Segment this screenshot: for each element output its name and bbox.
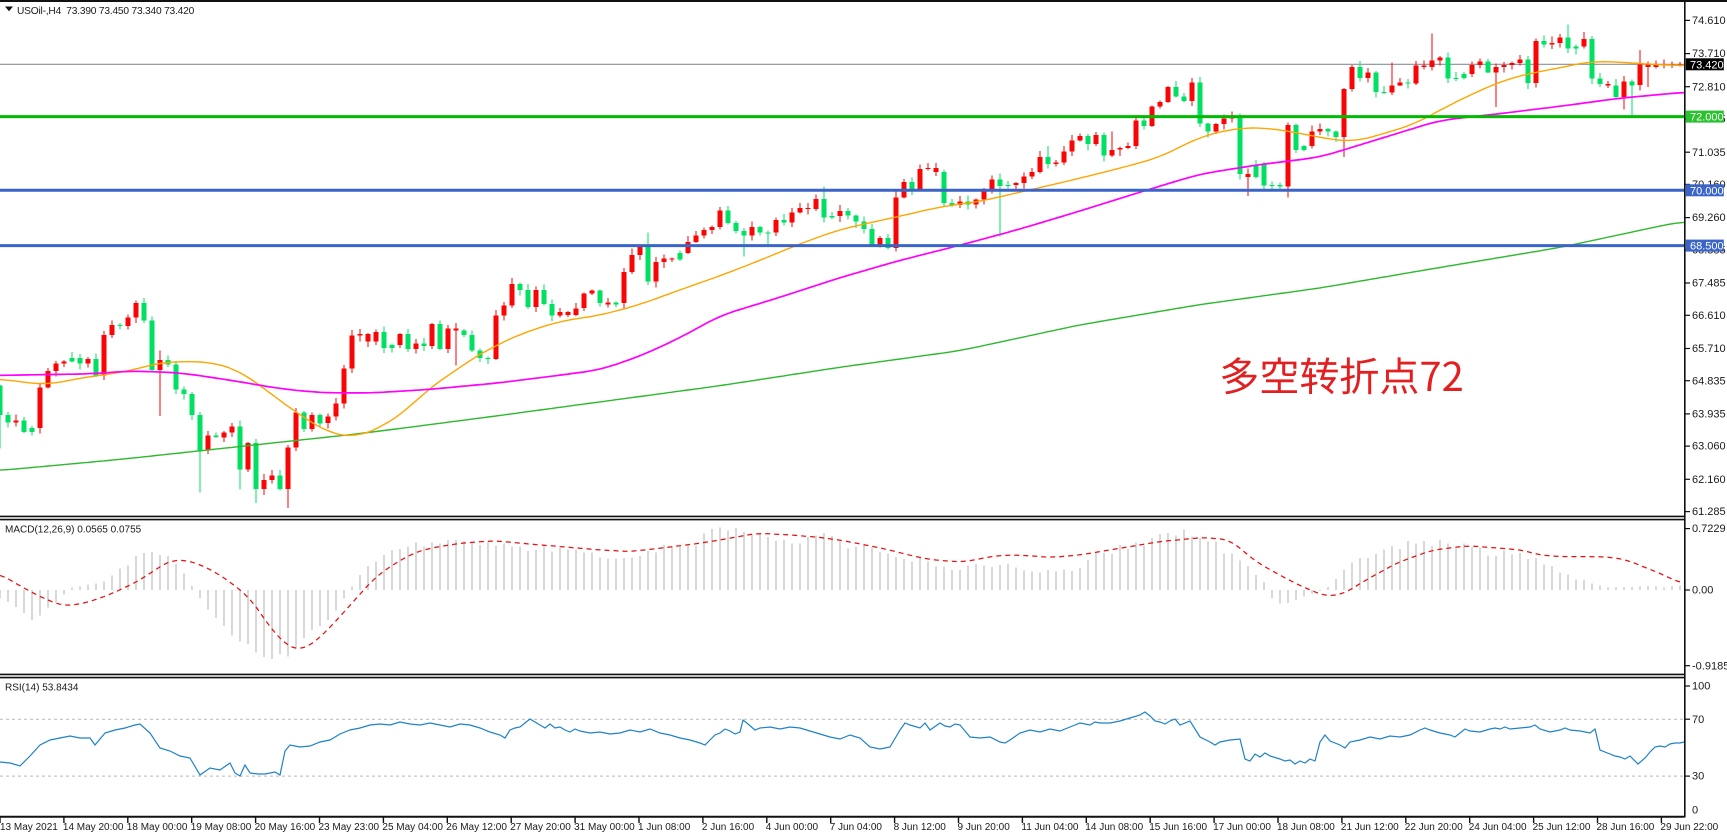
- svg-text:14 May 20:00: 14 May 20:00: [63, 822, 124, 833]
- svg-text:8 Jun 12:00: 8 Jun 12:00: [894, 822, 947, 833]
- svg-text:61.285: 61.285: [1692, 506, 1726, 518]
- svg-text:70.000: 70.000: [1690, 185, 1724, 197]
- svg-text:USOil-,H4 73.390 73.450 73.34: USOil-,H4 73.390 73.450 73.340 73.420: [17, 6, 195, 17]
- svg-text:22 Jun 20:00: 22 Jun 20:00: [1405, 822, 1463, 833]
- svg-text:23 May 23:00: 23 May 23:00: [319, 822, 380, 833]
- svg-text:63.060: 63.060: [1692, 441, 1726, 453]
- svg-text:MACD(12,26,9) 0.0565 0.0755: MACD(12,26,9) 0.0565 0.0755: [5, 525, 142, 536]
- svg-text:19 May 08:00: 19 May 08:00: [191, 822, 252, 833]
- svg-text:11 Jun 04:00: 11 Jun 04:00: [1021, 822, 1079, 833]
- svg-text:69.260: 69.260: [1692, 212, 1726, 224]
- svg-text:24 Jun 04:00: 24 Jun 04:00: [1469, 822, 1527, 833]
- svg-text:65.710: 65.710: [1692, 343, 1726, 355]
- svg-text:72.000: 72.000: [1690, 112, 1724, 124]
- svg-text:73.420: 73.420: [1690, 59, 1724, 71]
- svg-text:71.035: 71.035: [1692, 147, 1726, 159]
- svg-text:0.7229: 0.7229: [1692, 523, 1726, 535]
- svg-text:62.160: 62.160: [1692, 474, 1726, 486]
- svg-text:31 May 00:00: 31 May 00:00: [574, 822, 635, 833]
- svg-text:72.810: 72.810: [1692, 81, 1726, 93]
- svg-text:28 Jun 16:00: 28 Jun 16:00: [1597, 822, 1655, 833]
- svg-text:1 Jun 08:00: 1 Jun 08:00: [638, 822, 691, 833]
- svg-text:RSI(14) 53.8434: RSI(14) 53.8434: [5, 683, 79, 694]
- svg-text:25 May 04:00: 25 May 04:00: [382, 822, 443, 833]
- svg-text:21 Jun 12:00: 21 Jun 12:00: [1341, 822, 1399, 833]
- svg-text:7 Jun 04:00: 7 Jun 04:00: [830, 822, 883, 833]
- svg-text:2 Jun 16:00: 2 Jun 16:00: [702, 822, 755, 833]
- svg-text:64.835: 64.835: [1692, 375, 1726, 387]
- svg-text:0.00: 0.00: [1692, 585, 1713, 597]
- svg-text:63.935: 63.935: [1692, 409, 1726, 421]
- svg-text:-0.9185: -0.9185: [1692, 660, 1727, 672]
- svg-text:68.500: 68.500: [1690, 241, 1724, 253]
- svg-text:18 May 00:00: 18 May 00:00: [127, 822, 188, 833]
- svg-text:9 Jun 20:00: 9 Jun 20:00: [958, 822, 1011, 833]
- svg-text:30: 30: [1692, 771, 1704, 783]
- svg-text:73.710: 73.710: [1692, 48, 1726, 60]
- svg-text:17 Jun 00:00: 17 Jun 00:00: [1213, 822, 1271, 833]
- svg-text:26 May 12:00: 26 May 12:00: [446, 822, 507, 833]
- svg-text:13 May 2021: 13 May 2021: [0, 822, 58, 833]
- svg-text:4 Jun 00:00: 4 Jun 00:00: [766, 822, 819, 833]
- svg-text:0: 0: [1692, 805, 1698, 817]
- svg-text:74.610: 74.610: [1692, 15, 1726, 27]
- svg-text:27 May 20:00: 27 May 20:00: [510, 822, 571, 833]
- svg-text:15 Jun 16:00: 15 Jun 16:00: [1149, 822, 1207, 833]
- svg-text:14 Jun 08:00: 14 Jun 08:00: [1085, 822, 1143, 833]
- svg-text:29 Jun 22:00: 29 Jun 22:00: [1660, 822, 1718, 833]
- svg-text:20 May 16:00: 20 May 16:00: [255, 822, 316, 833]
- svg-text:67.485: 67.485: [1692, 278, 1726, 290]
- svg-text:100: 100: [1692, 681, 1710, 693]
- svg-text:70: 70: [1692, 714, 1704, 726]
- svg-text:18 Jun 08:00: 18 Jun 08:00: [1277, 822, 1335, 833]
- svg-text:25 Jun 12:00: 25 Jun 12:00: [1533, 822, 1591, 833]
- svg-text:66.610: 66.610: [1692, 310, 1726, 322]
